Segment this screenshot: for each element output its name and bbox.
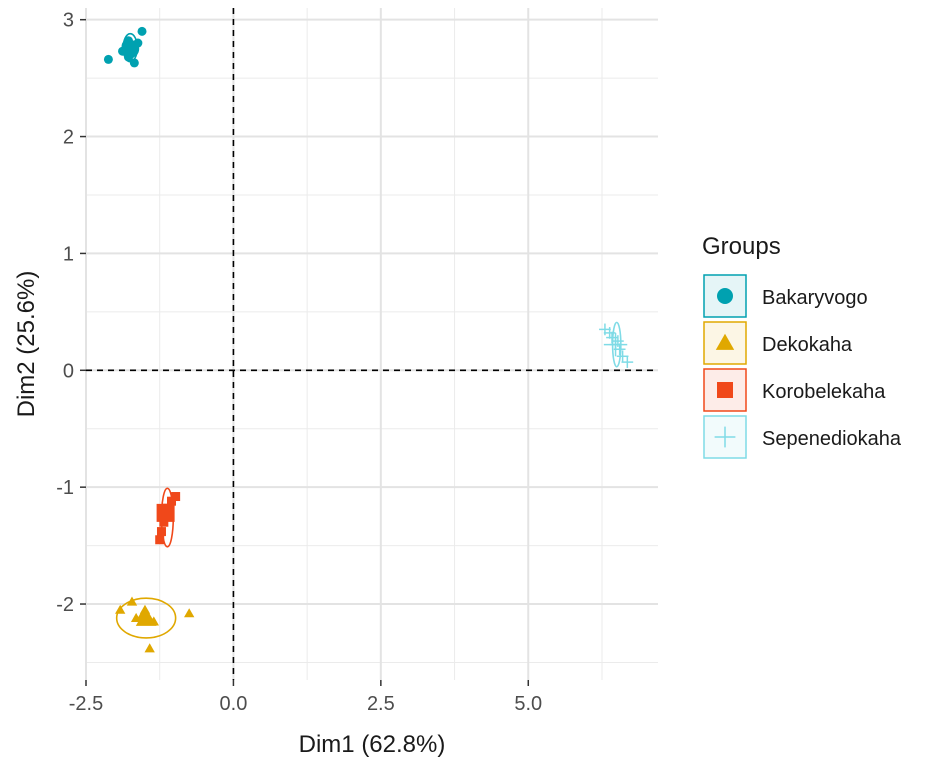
point-bakaryvogo bbox=[129, 58, 139, 68]
x-tick-label: 0.0 bbox=[220, 693, 248, 715]
point-korobelekaha bbox=[155, 535, 165, 545]
y-axis-title: Dim2 (25.6%) bbox=[13, 271, 40, 418]
point-korobelekaha bbox=[159, 517, 169, 527]
legend-title: Groups bbox=[702, 233, 781, 260]
legend-key-bakaryvogo bbox=[703, 274, 747, 318]
legend-item-bakaryvogo: Bakaryvogo bbox=[703, 274, 868, 318]
legend-marker-korobelekaha bbox=[717, 382, 733, 398]
y-tick-label: -2 bbox=[56, 594, 74, 616]
y-tick-label: 2 bbox=[63, 127, 74, 149]
tick-labels: -2.5 0.0 2.5 5.0 -2 -1 0 1 2 3 bbox=[56, 10, 542, 715]
legend-label-korobelekaha: Korobelekaha bbox=[762, 381, 886, 403]
data-points bbox=[103, 26, 634, 653]
ellipse-dekokaha bbox=[115, 597, 177, 639]
reference-lines bbox=[86, 8, 658, 680]
point-dekokaha bbox=[126, 596, 138, 606]
x-tick-label: -2.5 bbox=[69, 693, 103, 715]
legend-label-dekokaha: Dekokaha bbox=[762, 334, 853, 356]
point-sepenediokaha bbox=[621, 356, 634, 368]
y-tick-label: 0 bbox=[63, 360, 74, 382]
point-korobelekaha bbox=[171, 492, 181, 502]
legend-marker-dekokaha bbox=[715, 333, 735, 350]
point-dekokaha bbox=[115, 604, 126, 614]
x-axis-title: Dim1 (62.8%) bbox=[299, 731, 446, 758]
point-korobelekaha bbox=[167, 496, 177, 506]
legend-item-dekokaha: Dekokaha bbox=[703, 321, 853, 365]
point-dekokaha bbox=[184, 608, 195, 618]
legend-item-sepenediokaha: Sepenediokaha bbox=[703, 415, 902, 459]
grid bbox=[85, 8, 658, 680]
x-tick-label: 2.5 bbox=[367, 693, 395, 715]
legend-label-sepenediokaha: Sepenediokaha bbox=[762, 428, 902, 450]
point-dekokaha bbox=[130, 612, 142, 622]
legend: Groups Bakaryvogo Dekokaha Korobelekaha Sep… bbox=[702, 233, 902, 459]
point-bakaryvogo bbox=[103, 54, 113, 64]
legend-label-bakaryvogo: Bakaryvogo bbox=[762, 287, 868, 309]
legend-item-korobelekaha: Korobelekaha bbox=[703, 368, 886, 412]
mean-point-sepenediokaha bbox=[603, 332, 628, 357]
y-tick-label: 3 bbox=[63, 10, 74, 32]
x-tick-label: 5.0 bbox=[514, 693, 542, 715]
y-tick-label: 1 bbox=[63, 243, 74, 265]
legend-marker-sepenediokaha bbox=[714, 426, 736, 448]
mean-point-korobelekaha bbox=[156, 503, 175, 522]
mean-point-dekokaha bbox=[135, 607, 157, 626]
point-bakaryvogo bbox=[137, 26, 147, 36]
point-sepenediokaha bbox=[603, 327, 616, 339]
point-dekokaha bbox=[144, 643, 155, 653]
group-ellipses bbox=[115, 32, 622, 639]
y-tick-label: -1 bbox=[56, 477, 74, 499]
point-korobelekaha bbox=[156, 527, 166, 537]
point-sepenediokaha bbox=[616, 350, 629, 363]
legend-marker-bakaryvogo bbox=[717, 288, 733, 304]
mean-point-bakaryvogo bbox=[121, 39, 140, 58]
